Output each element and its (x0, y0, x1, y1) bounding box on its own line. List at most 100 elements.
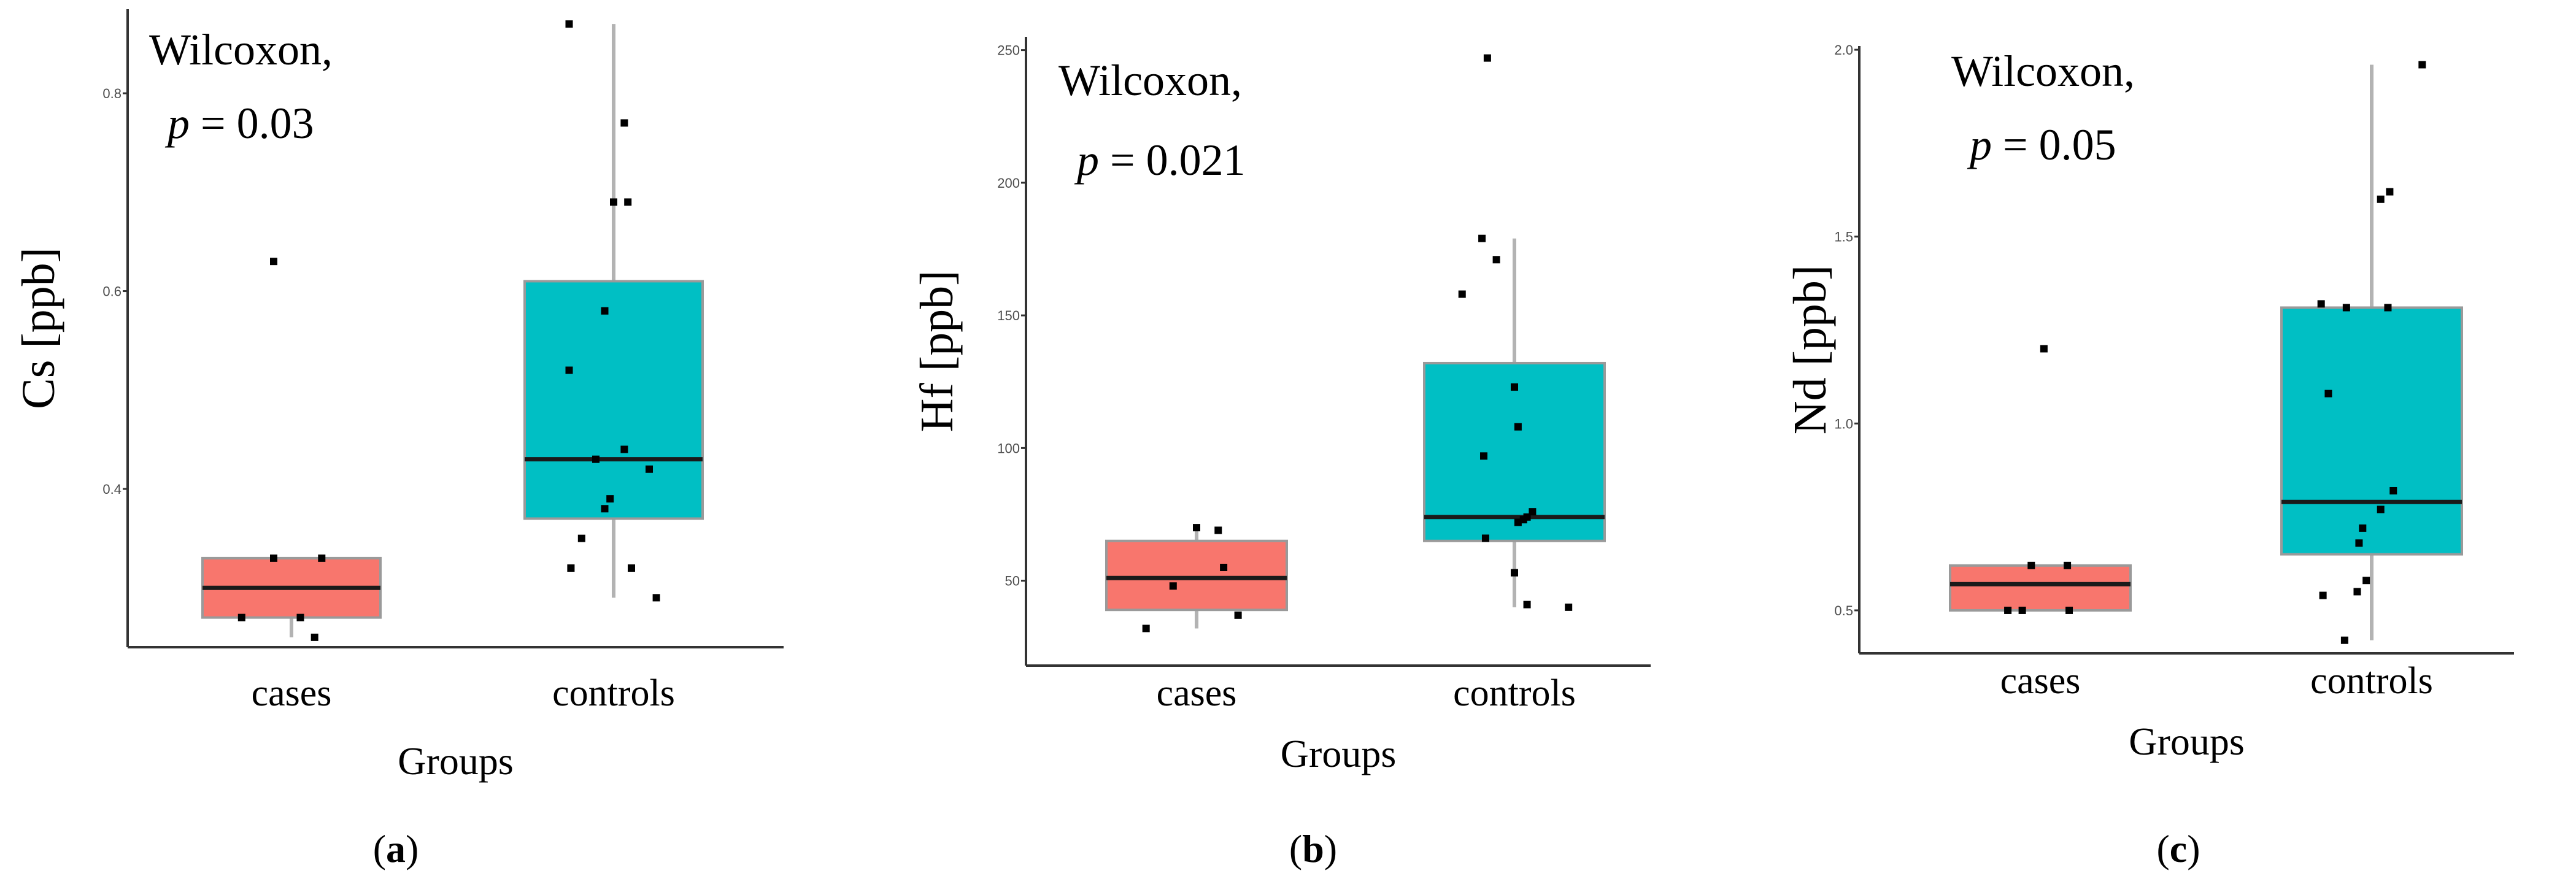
data-point-controls (2384, 304, 2392, 312)
p-value-annotation: p = 0.05 (1967, 120, 2116, 169)
data-point-cases (296, 613, 304, 621)
data-point-cases (310, 633, 318, 641)
test-annotation: Wilcoxon, (149, 25, 333, 74)
x-tick-label: cases (2000, 660, 2081, 702)
data-point-controls (2319, 591, 2327, 599)
data-point-controls (2377, 195, 2385, 203)
panel-letter: b (1302, 827, 1324, 871)
y-tick-label: 0.4 (102, 482, 121, 497)
data-point-controls (1492, 256, 1500, 264)
data-point-controls (2340, 636, 2348, 644)
data-point-cases (237, 613, 245, 621)
panel-paren-close: ) (406, 827, 418, 871)
panel-paren-close: ) (2187, 827, 2200, 871)
data-point-controls (577, 534, 585, 542)
box-controls (1423, 361, 1606, 542)
test-annotation: Wilcoxon, (1951, 47, 2135, 96)
x-tick-label: cases (252, 672, 332, 714)
y-tick-label: 0.5 (1834, 603, 1853, 618)
data-point-controls (1514, 423, 1522, 431)
data-point-cases (1220, 563, 1228, 571)
data-point-controls (1458, 290, 1466, 298)
p-symbol: p (1074, 136, 1099, 185)
data-point-controls (628, 564, 635, 572)
data-point-controls (2355, 539, 2363, 547)
x-axis-label: Groups (2129, 720, 2244, 763)
data-point-controls (652, 594, 660, 602)
x-tick-label: controls (2310, 660, 2433, 702)
y-tick-label: 1.5 (1834, 229, 1853, 245)
data-point-cases (270, 554, 277, 562)
panel-paren-open: ( (2156, 827, 2169, 871)
data-point-controls (2359, 524, 2367, 532)
y-tick-label: 50 (1005, 574, 1020, 589)
y-tick-label: 0.6 (102, 284, 121, 299)
data-point-controls (2317, 300, 2325, 308)
data-point-cases (318, 554, 326, 562)
p-value-text: = 0.021 (1110, 136, 1246, 185)
chart-panel-c: 0.5 1.0 1.5 2.0 cases controls Groups Nd [ppb] W… (1784, 42, 2514, 871)
box-cases (1105, 539, 1288, 612)
data-point-controls (2324, 390, 2332, 398)
p-value-text: = 0.03 (201, 99, 314, 148)
data-point-controls (1565, 603, 1573, 611)
y-tick-label: 0.8 (102, 86, 121, 101)
data-point-controls (2418, 61, 2426, 69)
data-point-controls (2353, 588, 2361, 596)
p-value-annotation: p = 0.03 (164, 99, 314, 148)
data-point-cases (1234, 611, 1242, 619)
p-value-text: = 0.05 (2003, 120, 2116, 169)
data-point-cases (2004, 606, 2012, 614)
x-tick-label: controls (1453, 672, 1576, 714)
chart-panel-a: 0.4 0.6 0.8 cases controls Groups Cs [ppb] Wilc… (13, 9, 784, 871)
y-axis-label: Hf [ppb] (911, 271, 963, 432)
data-point-controls (2389, 486, 2397, 494)
data-point-controls (2362, 577, 2370, 585)
y-tick-label: 250 (997, 43, 1020, 58)
data-point-controls (601, 505, 609, 513)
data-point-controls (565, 20, 573, 28)
x-tick-label: controls (552, 672, 675, 714)
data-point-controls (2342, 304, 2350, 312)
y-axis-label: Cs [ppb] (13, 247, 64, 409)
panel-letter: c (2170, 827, 2187, 871)
panel-label: (a) (373, 827, 419, 871)
y-tick-label: 200 (997, 175, 1020, 191)
y-tick-label: 100 (997, 440, 1020, 456)
data-point-controls (2386, 188, 2394, 196)
panel-paren-open: ( (1289, 827, 1302, 871)
data-point-controls (1478, 234, 1486, 242)
panel-letter: a (386, 827, 406, 871)
data-point-cases (2018, 606, 2026, 614)
panel-label: (b) (1289, 827, 1337, 871)
test-annotation: Wilcoxon, (1059, 56, 1242, 105)
box-controls (2280, 306, 2463, 556)
data-point-controls (1483, 54, 1491, 62)
panel-label: (c) (2156, 827, 2200, 871)
data-point-controls (1523, 601, 1531, 609)
data-point-cases (1142, 625, 1150, 632)
data-point-cases (1193, 524, 1200, 532)
data-point-controls (624, 198, 632, 206)
data-point-controls (1511, 569, 1518, 577)
chart-panel-b: 50 100 150 200 250 cases controls Groups Hf [ppb… (911, 37, 1651, 871)
data-point-controls (1480, 452, 1488, 460)
data-point-controls (565, 366, 573, 374)
data-point-controls (601, 307, 609, 315)
panel-paren-open: ( (373, 827, 386, 871)
data-point-cases (2027, 561, 2035, 569)
data-point-controls (620, 119, 628, 127)
data-point-controls (646, 465, 653, 473)
p-value-annotation: p = 0.021 (1074, 136, 1246, 185)
data-point-controls (610, 198, 617, 206)
y-tick-label: 2.0 (1834, 42, 1853, 58)
x-tick-label: cases (1157, 672, 1237, 714)
data-point-cases (2040, 345, 2048, 353)
y-tick-label: 150 (997, 308, 1020, 323)
p-symbol: p (1967, 120, 1992, 169)
x-axis-label: Groups (398, 739, 513, 783)
data-point-cases (1214, 526, 1222, 534)
data-point-cases (2065, 606, 2073, 614)
panel-paren-close: ) (1324, 827, 1337, 871)
